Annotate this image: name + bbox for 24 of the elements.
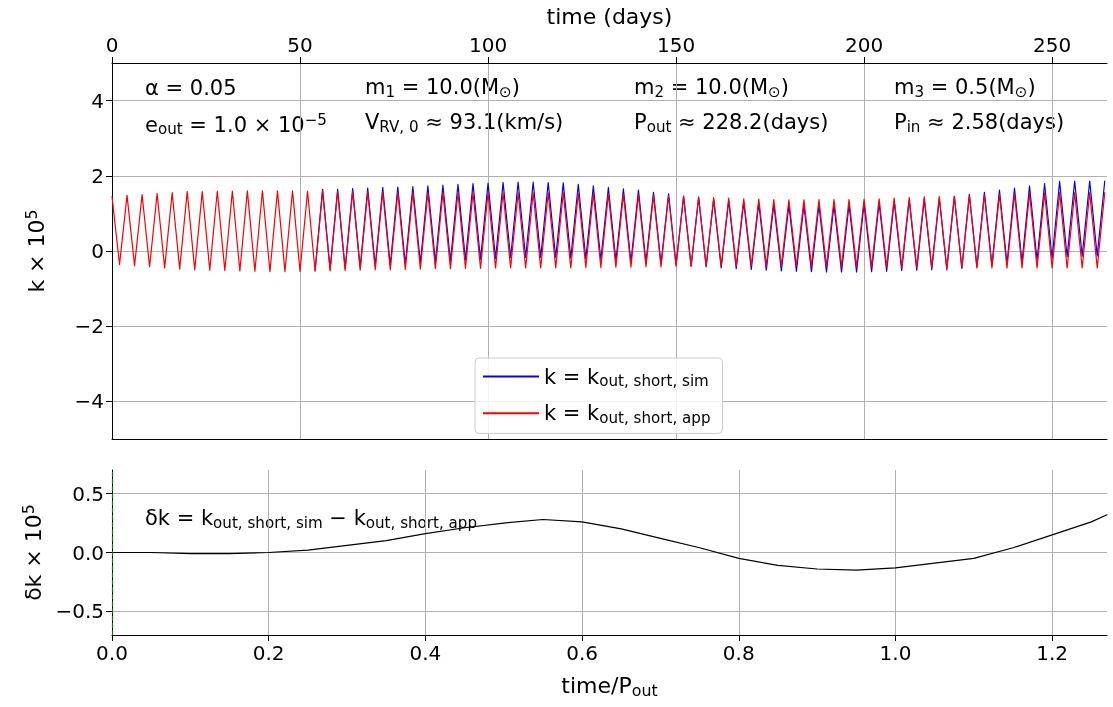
- line-series: [111, 190, 1106, 273]
- y-tick-label: 0.5: [72, 481, 104, 506]
- x-axis-title: time (days): [546, 3, 673, 29]
- x-tick-label: 1.0: [879, 641, 912, 665]
- y-tick-label: −0.5: [55, 599, 104, 624]
- x-tick-label: 250: [1033, 33, 1072, 57]
- y-axis-title: δk × 105: [18, 504, 47, 601]
- y-tick-label: −4: [74, 389, 104, 414]
- y-axis-title: k × 105: [21, 209, 49, 293]
- x-tick-label: 0.8: [722, 641, 755, 665]
- x-tick-label: 50: [287, 33, 313, 57]
- x-tick-label: 200: [844, 33, 884, 57]
- x-tick-label: 0.2: [252, 641, 285, 665]
- x-tick-label: 0.6: [566, 641, 598, 665]
- y-tick-label: −2: [74, 314, 104, 339]
- x-tick-label: 100: [468, 33, 508, 57]
- x-tick-label: 150: [656, 33, 696, 57]
- y-tick-label: 0: [91, 239, 104, 263]
- annotation: α = 0.05: [145, 75, 237, 100]
- y-tick-label: 4: [91, 88, 104, 113]
- y-tick-label: 0.0: [72, 540, 104, 565]
- y-tick-label: 2: [91, 163, 104, 188]
- x-tick-label: 0.4: [409, 641, 442, 665]
- x-tick-label: 1.2: [1036, 641, 1069, 665]
